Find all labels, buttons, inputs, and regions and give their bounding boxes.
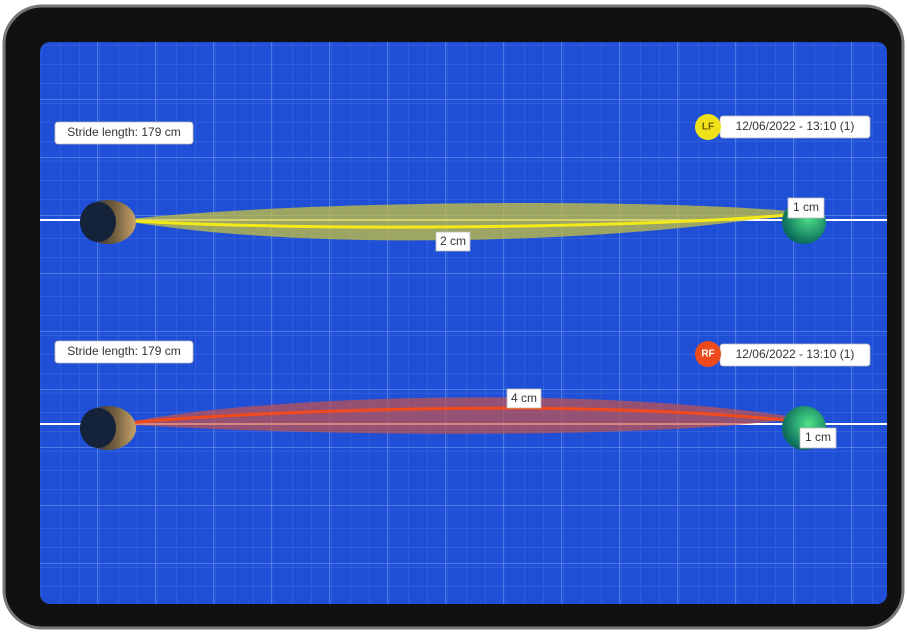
foot-label: RF <box>701 349 714 360</box>
hoof-face <box>80 202 116 242</box>
stride-length: Stride length: 179 cm <box>67 125 180 139</box>
end-deviation: 1 cm <box>793 200 819 214</box>
max-deviation: 2 cm <box>440 234 466 248</box>
foot-badge <box>695 114 721 140</box>
max-deviation: 4 cm <box>511 391 537 405</box>
timestamp: 12/06/2022 - 13:10 (1) <box>736 347 855 361</box>
stride-box <box>54 121 194 145</box>
timestamp: 12/06/2022 - 13:10 (1) <box>736 119 855 133</box>
foot-label: LF <box>702 122 714 133</box>
hoof-face <box>80 408 116 448</box>
trajectory <box>119 406 801 426</box>
mid-box <box>435 231 471 252</box>
mid-box <box>506 388 542 409</box>
trajectory-envelope <box>120 397 800 434</box>
trajectory <box>119 212 801 229</box>
stride-length: Stride length: 179 cm <box>67 344 180 358</box>
end-deviation: 1 cm <box>805 430 831 444</box>
end-box <box>787 197 825 219</box>
end-box <box>799 427 837 449</box>
trajectory-envelope <box>120 202 800 241</box>
grid <box>40 42 887 604</box>
stride-box <box>54 340 194 364</box>
foot-badge <box>695 341 721 367</box>
